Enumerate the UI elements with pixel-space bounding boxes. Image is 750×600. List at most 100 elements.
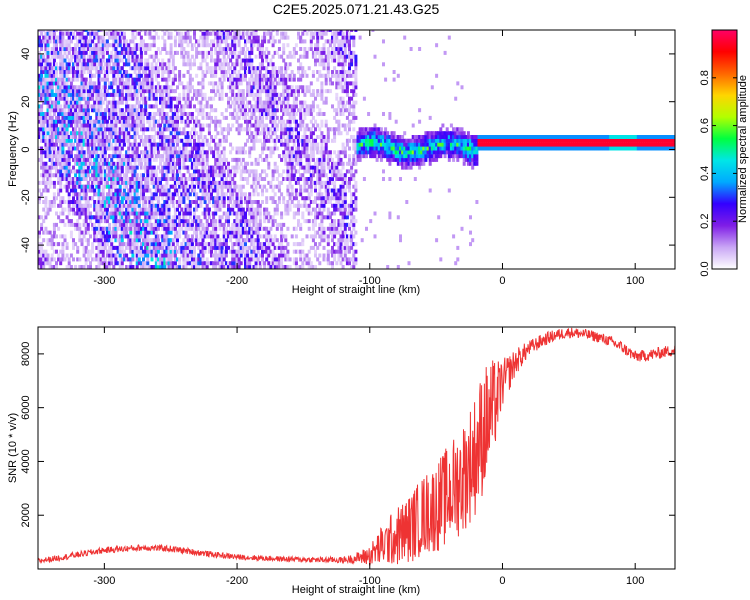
heatmap-cell xyxy=(82,123,86,128)
heatmap-cell xyxy=(122,115,126,120)
heatmap-cell xyxy=(163,211,167,216)
heatmap-cell xyxy=(261,115,264,120)
heatmap-cell xyxy=(114,146,118,151)
heatmap-cell xyxy=(152,207,156,212)
heatmap-cell xyxy=(178,222,182,227)
heatmap-cell xyxy=(248,257,252,262)
heatmap-cell xyxy=(76,92,80,97)
heatmap-cell xyxy=(95,173,99,178)
heatmap-cell xyxy=(112,73,116,78)
heatmap-cell xyxy=(48,177,52,181)
heatmap-cell xyxy=(52,81,56,86)
heatmap-cell xyxy=(269,92,273,97)
heatmap-cell xyxy=(57,154,61,159)
heatmap-cell xyxy=(248,81,252,86)
heatmap-cell xyxy=(169,54,173,59)
heatmap-cell xyxy=(286,135,290,139)
heatmap-cell xyxy=(133,47,137,51)
heatmap-cell xyxy=(222,257,226,262)
heatmap-cell xyxy=(65,127,69,132)
heatmap-cell xyxy=(63,112,67,116)
heatmap-cell xyxy=(93,157,97,162)
heatmap-cell xyxy=(197,50,201,55)
heatmap-cell xyxy=(82,188,86,193)
heatmap-cell xyxy=(40,150,44,155)
heatmap-cell xyxy=(40,30,44,32)
heatmap-cell xyxy=(65,253,69,258)
heatmap-cell xyxy=(176,249,179,254)
heatmap-cell xyxy=(220,85,224,90)
heatmap-cell xyxy=(188,192,192,197)
heatmap-cell xyxy=(203,249,207,254)
heatmap-cell xyxy=(82,47,86,51)
heatmap-cell xyxy=(258,112,262,116)
heatmap-cell xyxy=(176,173,179,178)
heatmap-cell xyxy=(250,200,254,204)
heatmap-cell xyxy=(78,157,82,162)
heatmap-cell xyxy=(120,135,124,139)
heatmap-cell xyxy=(93,73,97,78)
heatmap-cell xyxy=(114,238,118,243)
heatmap-cell xyxy=(135,31,139,36)
heatmap-cell xyxy=(265,81,269,86)
heatmap-cell xyxy=(241,245,245,250)
heatmap-cell xyxy=(161,100,165,105)
heatmap-cell xyxy=(82,207,86,212)
heatmap-cell xyxy=(91,127,95,132)
heatmap-cell xyxy=(250,169,254,174)
heatmap-cell xyxy=(69,100,73,105)
heatmap-cell xyxy=(122,177,126,181)
heatmap-cell xyxy=(203,30,207,32)
heatmap-cell xyxy=(273,92,277,97)
heatmap-cell xyxy=(163,188,167,193)
heatmap-cell xyxy=(269,238,273,243)
heatmap-cell xyxy=(229,196,233,201)
heatmap-cell xyxy=(195,119,199,124)
heatmap-cell xyxy=(263,138,267,143)
heatmap-cell xyxy=(167,104,171,109)
heatmap-cell xyxy=(86,112,90,116)
heatmap-cell xyxy=(129,161,133,166)
heatmap-cell xyxy=(127,96,131,101)
heatmap-cell xyxy=(159,112,162,116)
heatmap-cell xyxy=(103,85,107,90)
heatmap-cell xyxy=(182,238,186,243)
heatmap-cell xyxy=(142,165,145,170)
heatmap-cell xyxy=(82,154,86,159)
heatmap-cell xyxy=(80,265,84,269)
heatmap-cell xyxy=(165,115,169,120)
heatmap-cell xyxy=(186,177,190,181)
heatmap-cell xyxy=(112,245,116,250)
heatmap-cell xyxy=(65,77,69,82)
heatmap-cell xyxy=(139,161,143,166)
heatmap-cell xyxy=(190,115,194,120)
heatmap-cell xyxy=(42,230,46,235)
heatmap-cell xyxy=(254,77,258,82)
heatmap-cell xyxy=(50,35,54,40)
heatmap-cell xyxy=(184,104,188,109)
heatmap-cell xyxy=(125,177,129,181)
heatmap-cell xyxy=(108,222,112,227)
heatmap-cell xyxy=(67,108,71,113)
heatmap-cell xyxy=(284,238,288,243)
heatmap-cell xyxy=(190,154,194,159)
heatmap-cell xyxy=(135,157,139,162)
heatmap-cell xyxy=(171,58,175,63)
heatmap-cell xyxy=(76,219,80,224)
heatmap-cell xyxy=(80,184,84,189)
heatmap-cell xyxy=(163,77,167,82)
heatmap-cell xyxy=(125,253,129,258)
heatmap-cell xyxy=(65,265,69,269)
heatmap-cell xyxy=(154,85,158,90)
heatmap-cell xyxy=(159,154,162,159)
heatmap-cell xyxy=(65,154,69,159)
heatmap-cell xyxy=(42,39,46,44)
heatmap-cell xyxy=(171,173,175,178)
heatmap-cell xyxy=(142,219,145,224)
heatmap-cell xyxy=(212,89,216,94)
heatmap-cell xyxy=(125,96,129,101)
heatmap-cell xyxy=(44,77,48,82)
heatmap-cell xyxy=(241,92,245,97)
heatmap-cell xyxy=(239,200,243,204)
heatmap-cell xyxy=(165,50,169,55)
